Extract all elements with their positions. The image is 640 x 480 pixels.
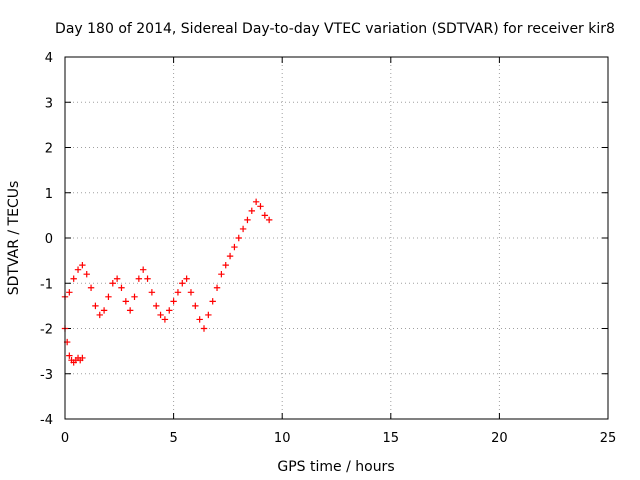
data-layer	[61, 198, 273, 366]
data-point	[170, 298, 177, 305]
data-point	[87, 284, 95, 291]
data-point	[222, 261, 229, 269]
data-point	[105, 293, 112, 301]
chart-title: Day 180 of 2014, Sidereal Day-to-day VTE…	[55, 21, 615, 37]
data-point	[113, 275, 121, 282]
data-point	[166, 307, 173, 314]
data-point	[70, 275, 77, 282]
data-point	[74, 266, 82, 273]
data-point	[209, 298, 216, 305]
data-point	[109, 280, 116, 287]
data-point	[231, 243, 238, 251]
data-point	[100, 307, 108, 314]
x-tick-label: 15	[383, 431, 400, 446]
y-tick-label: 1	[45, 187, 53, 202]
data-point	[66, 352, 73, 359]
y-tick-label: -3	[40, 368, 53, 383]
y-tick-label: -2	[40, 323, 53, 338]
data-point	[148, 289, 156, 296]
y-ticks: -4 -3 -2 -1 0 1 2 3 4	[40, 51, 608, 428]
data-point	[248, 207, 255, 215]
data-point	[135, 275, 143, 282]
data-point	[153, 302, 160, 310]
x-tick-label: 25	[600, 431, 617, 446]
data-point	[265, 216, 273, 224]
data-point	[187, 289, 195, 296]
grid	[65, 57, 608, 419]
y-tick-label: 4	[45, 51, 53, 66]
series-track-1	[61, 325, 86, 366]
data-point	[196, 316, 203, 323]
data-point	[131, 293, 138, 301]
data-point	[96, 311, 103, 319]
plot-frame	[64, 56, 609, 420]
data-point	[122, 298, 130, 305]
data-point	[157, 311, 164, 319]
x-tick-label: 5	[169, 431, 177, 446]
data-point	[161, 316, 169, 323]
data-point	[126, 307, 134, 314]
data-point	[179, 280, 186, 287]
x-tick-label: 0	[61, 431, 69, 446]
data-point	[192, 302, 199, 310]
data-point	[205, 311, 212, 319]
data-point	[144, 275, 151, 282]
data-point	[92, 302, 99, 310]
data-point	[226, 252, 234, 260]
x-ticks: 0 5 10 15 20 25	[61, 57, 616, 446]
data-point	[83, 271, 90, 278]
x-tick-label: 20	[491, 431, 508, 446]
y-tick-label: 0	[45, 232, 53, 247]
data-point	[261, 212, 269, 219]
data-point	[252, 198, 260, 205]
data-point	[79, 261, 86, 269]
data-point	[66, 289, 73, 296]
data-point	[200, 325, 208, 332]
data-point	[183, 275, 190, 282]
data-point	[239, 225, 247, 233]
y-tick-label: -1	[40, 277, 53, 292]
y-tick-label: 3	[45, 96, 53, 111]
data-point	[139, 266, 147, 273]
data-point	[79, 354, 86, 362]
data-point	[174, 289, 182, 296]
y-tick-label: 2	[45, 142, 53, 157]
x-tick-label: 10	[274, 431, 291, 446]
data-point	[235, 234, 242, 242]
data-point	[118, 284, 125, 291]
data-point	[257, 203, 264, 210]
data-point	[218, 271, 225, 278]
data-point	[213, 284, 221, 291]
data-point	[244, 216, 251, 224]
series-track-2	[61, 198, 273, 332]
x-axis-label: GPS time / hours	[277, 459, 394, 475]
y-axis-label: SDTVAR / TECUs	[6, 181, 22, 296]
y-tick-label: -4	[40, 413, 53, 428]
